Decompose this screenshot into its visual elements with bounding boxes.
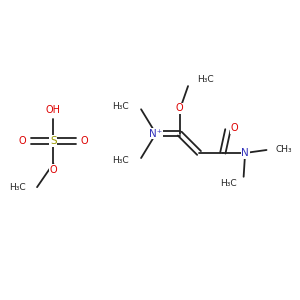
Text: H₃C: H₃C [112, 156, 129, 165]
Text: H₃C: H₃C [9, 183, 26, 192]
Text: O: O [50, 165, 57, 175]
Text: CH₃: CH₃ [275, 145, 292, 154]
Text: S: S [50, 136, 57, 146]
Text: N⁺: N⁺ [149, 129, 163, 139]
Text: H₃C: H₃C [112, 102, 129, 111]
Text: O: O [80, 136, 88, 146]
Text: N: N [241, 148, 249, 158]
Text: O: O [19, 136, 27, 146]
Text: O: O [231, 123, 238, 133]
Text: H₃C: H₃C [220, 179, 237, 188]
Text: H₃C: H₃C [198, 75, 214, 84]
Text: OH: OH [46, 106, 61, 116]
Text: O: O [176, 103, 184, 113]
